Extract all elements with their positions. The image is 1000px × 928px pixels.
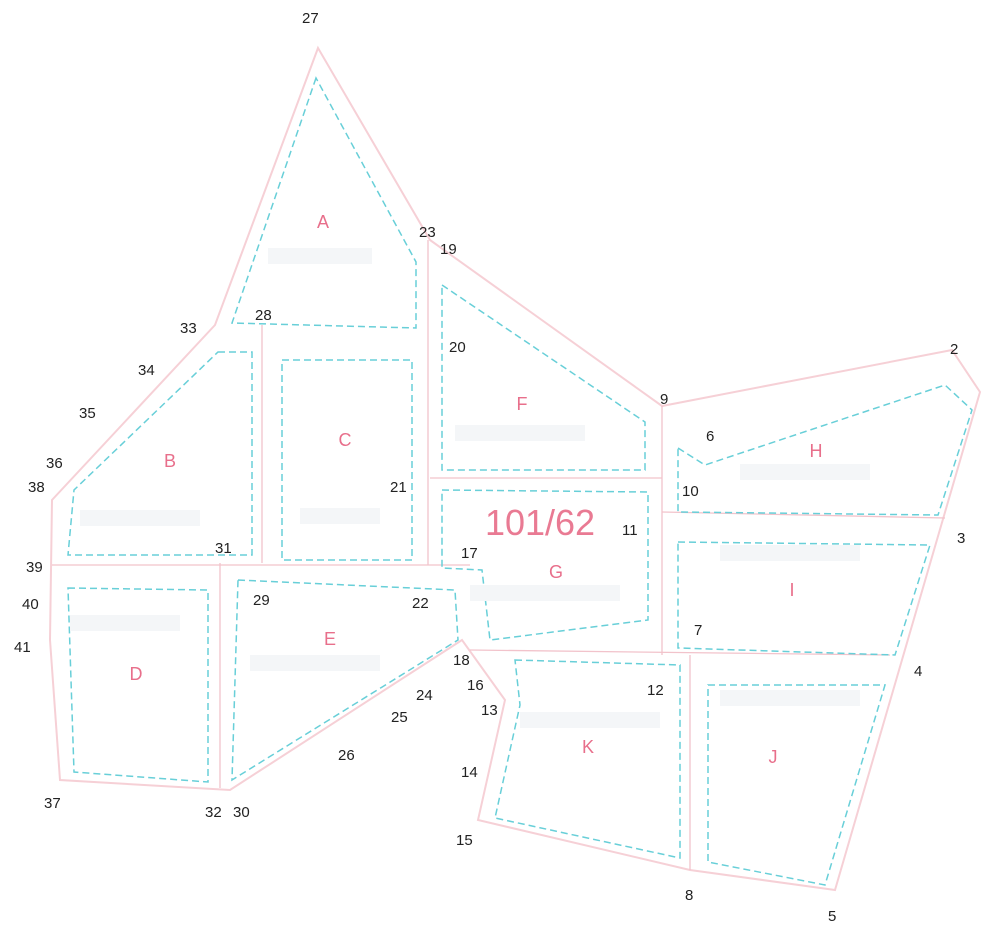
vertex-label: 14 <box>461 764 478 781</box>
vertex-label: 21 <box>390 479 407 496</box>
vertex-label: 33 <box>180 320 197 337</box>
vertex-label: 19 <box>440 241 457 258</box>
vertex-label: 34 <box>138 362 155 379</box>
vertex-label: 37 <box>44 795 61 812</box>
parcel-label-d: D <box>130 664 143 684</box>
vertex-label: 18 <box>453 652 470 669</box>
vertex-label: 9 <box>660 391 668 408</box>
faint-captions <box>70 248 870 728</box>
vertex-label: 28 <box>255 307 272 324</box>
vertex-label: 16 <box>467 677 484 694</box>
parcel-label-e: E <box>324 629 336 649</box>
vertex-label: 6 <box>706 428 714 445</box>
parcel-outlines <box>67 76 973 886</box>
vertex-label: 4 <box>914 663 922 680</box>
vertex-label: 7 <box>694 622 702 639</box>
parcel-k-outline <box>494 659 681 859</box>
vertex-label: 41 <box>14 639 31 656</box>
vertex-label: 24 <box>416 687 433 704</box>
parcel-label-i: I <box>789 580 794 600</box>
vertex-label: 25 <box>391 709 408 726</box>
vertex-label: 31 <box>215 540 232 557</box>
parcel-i-outline <box>677 541 932 656</box>
parcel-d-outline <box>67 587 209 783</box>
vertex-label: 22 <box>412 595 429 612</box>
vertex-label: 20 <box>449 339 466 356</box>
vertex-label: 29 <box>253 592 270 609</box>
parcel-label-b: B <box>164 451 176 471</box>
vertex-label: 12 <box>647 682 664 699</box>
vertex-label: 5 <box>828 908 836 925</box>
vertex-label: 17 <box>461 545 478 562</box>
vertex-label: 39 <box>26 559 43 576</box>
vertex-label: 35 <box>79 405 96 422</box>
vertex-label: 38 <box>28 479 45 496</box>
vertex-label: 2 <box>950 341 958 358</box>
vertex-labels: 2 3 4 5 6 7 8 9 10 11 12 13 14 15 16 17 … <box>14 10 965 925</box>
vertex-label: 3 <box>957 530 965 547</box>
vertex-label: 40 <box>22 596 39 613</box>
vertex-label: 15 <box>456 832 473 849</box>
parcel-label-k: K <box>582 737 594 757</box>
parcel-label-g: G <box>549 562 563 582</box>
parcel-f-outline <box>441 283 646 471</box>
road-lines <box>52 240 946 870</box>
vertex-label: 36 <box>46 455 63 472</box>
parcel-label-c: C <box>339 430 352 450</box>
vertex-label: 23 <box>419 224 436 241</box>
parcel-b-outline <box>67 351 253 556</box>
vertex-label: 8 <box>685 887 693 904</box>
vertex-label: 30 <box>233 804 250 821</box>
parcel-label-j: J <box>769 747 778 767</box>
parcel-j-outline <box>707 684 887 886</box>
vertex-label: 10 <box>682 483 699 500</box>
parcel-c-outline <box>281 359 413 561</box>
parcel-h-outline <box>677 384 973 516</box>
vertex-label: 13 <box>481 702 498 719</box>
parcel-a-outline <box>230 76 417 329</box>
parcel-label-h: H <box>810 441 823 461</box>
parcel-label-a: A <box>317 212 329 232</box>
parcel-labels: A B C D E F G H I J K <box>130 212 823 767</box>
plot-number: 101/62 <box>485 502 595 543</box>
parcel-label-f: F <box>517 394 528 414</box>
outer-boundary <box>48 45 982 892</box>
vertex-label: 26 <box>338 747 355 764</box>
parcel-e-outline <box>231 579 459 782</box>
vertex-label: 27 <box>302 10 319 27</box>
vertex-label: 32 <box>205 804 222 821</box>
vertex-label: 11 <box>622 522 638 539</box>
